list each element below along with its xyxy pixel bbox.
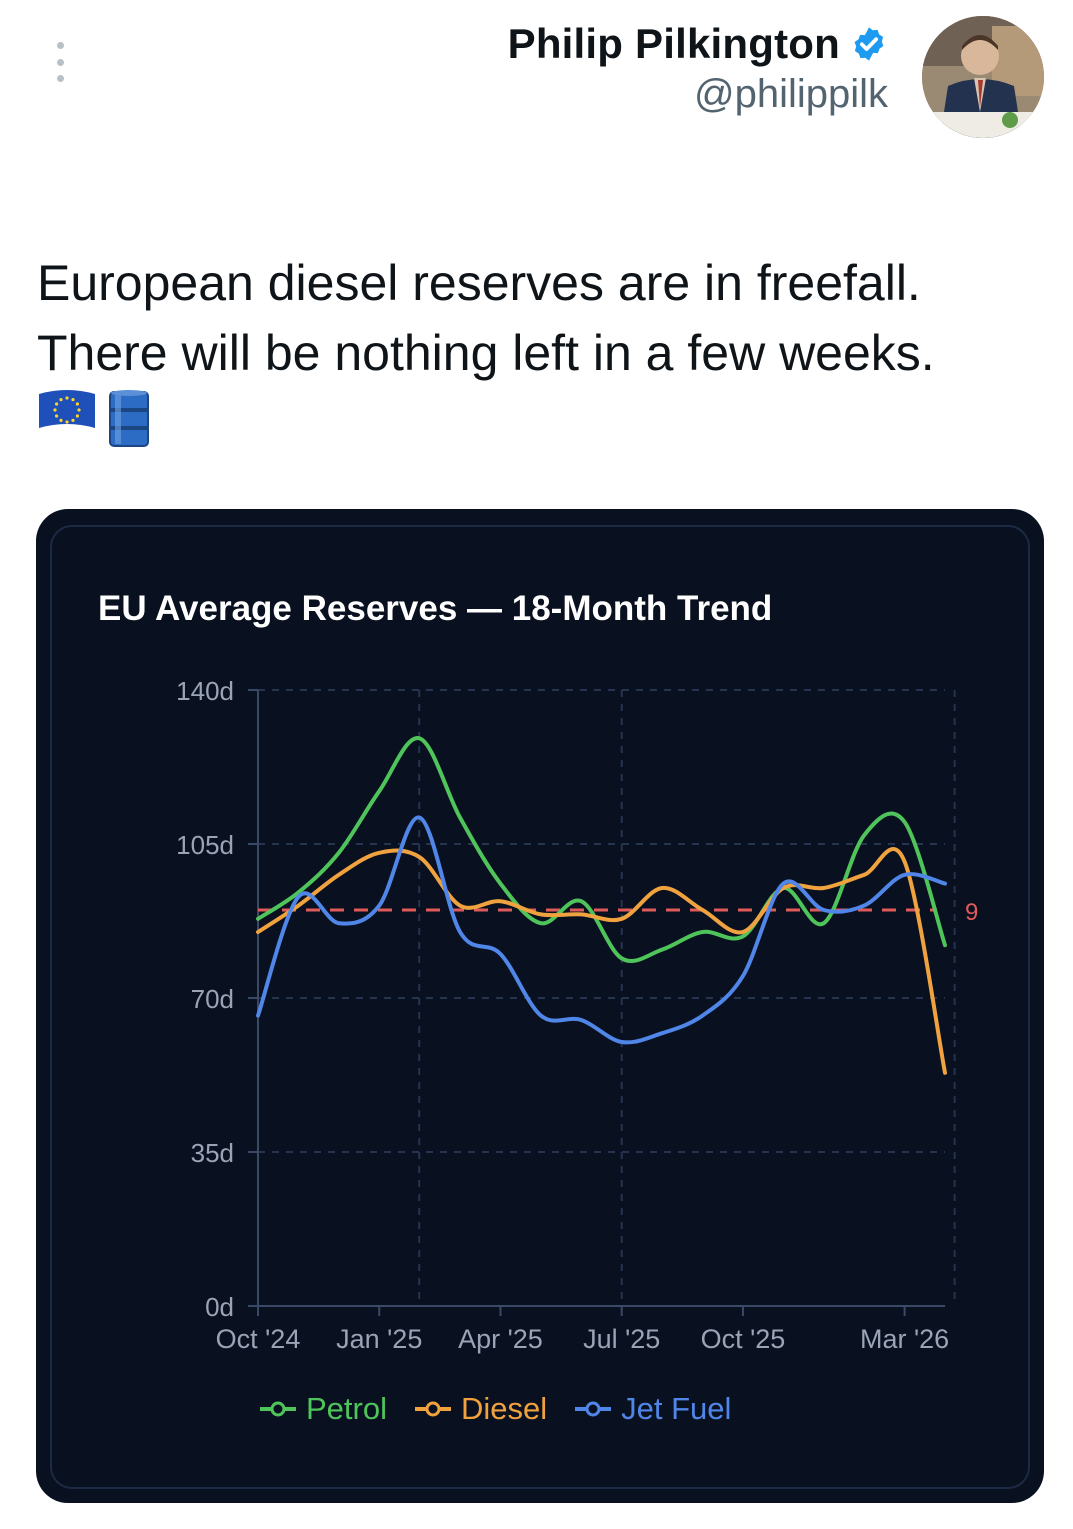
dot — [56, 58, 64, 66]
y-tick-label: 35d — [191, 1138, 234, 1168]
x-tick-label: Oct '25 — [701, 1324, 786, 1354]
diesel-line — [256, 847, 947, 1075]
legend-marker-icon — [414, 1401, 451, 1417]
petrol-line — [256, 736, 947, 964]
y-tick-label: 105d — [176, 830, 234, 860]
avatar-image — [922, 16, 1044, 138]
jet-fuel-line — [256, 815, 947, 1045]
legend-label: Diesel — [460, 1391, 548, 1426]
y-tick-label: 140d — [176, 676, 234, 706]
legend-label: Petrol — [306, 1391, 387, 1426]
threshold-label: 9 — [965, 899, 978, 926]
oil-drum-icon — [109, 390, 149, 447]
author-name[interactable]: Philip Pilkington — [507, 20, 840, 67]
chart-legend: Petrol Diesel Jet Fuel — [258, 1391, 731, 1427]
x-tick-label: Jan '25 — [336, 1324, 422, 1354]
author-block[interactable]: Philip Pilkington @philippilk — [508, 20, 888, 117]
legend-marker-icon — [575, 1401, 612, 1417]
verified-badge-icon — [854, 27, 884, 61]
x-tick-label: Jul '25 — [583, 1324, 660, 1354]
x-tick-label: Mar '26 — [860, 1324, 949, 1354]
chart-title: EU Average Reserves — 18-Month Trend — [98, 589, 773, 628]
legend-label: Jet Fuel — [621, 1391, 732, 1426]
emoji-row — [37, 388, 151, 450]
eu-flag-icon — [39, 390, 95, 428]
legend-marker-icon — [260, 1401, 296, 1417]
more-options-icon[interactable] — [50, 42, 70, 82]
post-text-line: There will be nothing left in a few week… — [37, 325, 935, 381]
dot — [56, 42, 64, 49]
legend-item-petrol[interactable]: Petrol — [258, 1391, 387, 1427]
y-tick-label: 0d — [205, 1292, 234, 1322]
post-text-line: European diesel reserves are in freefall… — [37, 255, 921, 311]
avatar[interactable] — [922, 16, 1044, 138]
legend-item-diesel[interactable]: Diesel — [413, 1391, 547, 1427]
x-tick-label: Oct '24 — [216, 1324, 301, 1354]
legend-item-jet-fuel[interactable]: Jet Fuel — [573, 1391, 731, 1427]
dot — [56, 75, 64, 82]
author-handle[interactable]: @philippilk — [693, 72, 888, 116]
x-tick-label: Apr '25 — [458, 1324, 543, 1354]
post-text: European diesel reserves are in freefall… — [37, 248, 1047, 388]
chart-card[interactable]: EU Average Reserves — 18-Month Trend 140… — [36, 509, 1044, 1503]
y-tick-label: 70d — [191, 984, 234, 1014]
card-border — [50, 525, 1030, 1489]
